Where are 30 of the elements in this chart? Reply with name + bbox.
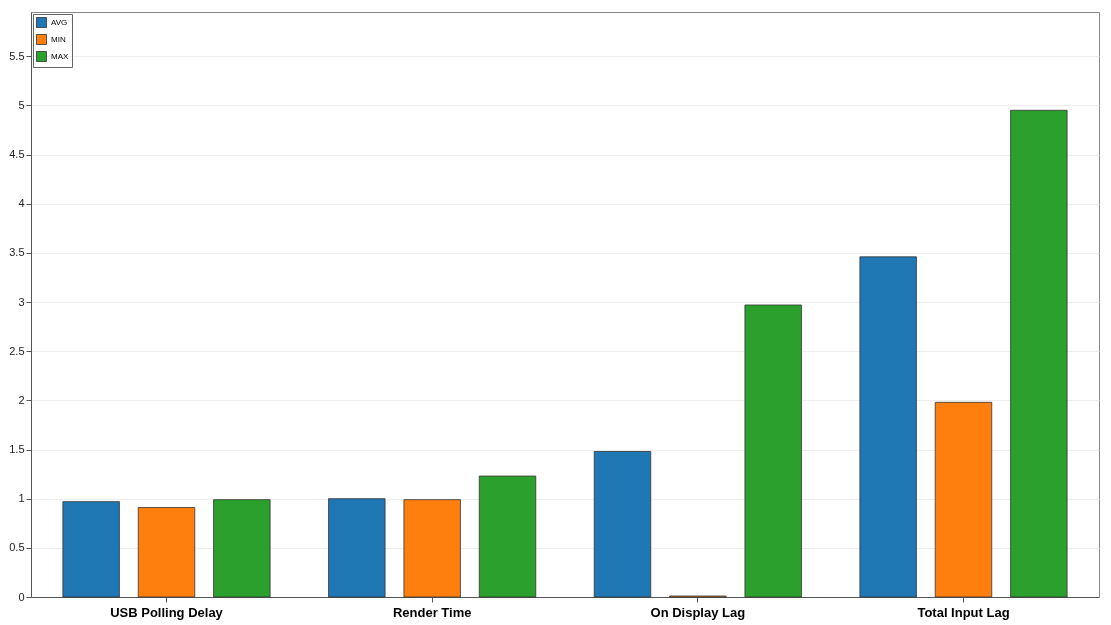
x-tick-label: Total Input Lag [917,604,1010,620]
bar [859,256,917,598]
y-tick-label: 3 [18,295,25,308]
y-tick-label: 5 [18,98,25,111]
bar [1010,109,1068,598]
y-tick-label: 1.5 [9,443,25,456]
y-tick-label: 5.5 [9,49,25,62]
x-tick-label: Render Time [392,604,472,620]
x-tick-label: USB Polling Delay [110,604,224,620]
bar [137,507,196,598]
bar [934,401,993,598]
legend-label: MIN [51,34,66,44]
y-tick-label: 0.5 [9,541,25,554]
y-tick-label: 2.5 [9,344,25,357]
x-tick-label: On Display Lag [650,604,746,620]
bar [403,499,461,598]
legend-label: MAX [51,51,69,61]
y-tick-label: 3.5 [9,246,25,259]
y-tick-label: 0 [18,590,25,603]
bar [744,304,802,598]
bar [328,498,386,598]
y-tick-label: 4 [18,197,25,210]
y-tick-label: 1 [18,492,25,505]
bar [62,501,120,598]
legend-label: AVG [51,17,68,27]
y-tick-label: 4.5 [9,148,25,161]
bar [213,499,271,598]
bar [478,475,537,598]
bar [593,451,652,598]
y-tick-label: 2 [18,393,25,406]
